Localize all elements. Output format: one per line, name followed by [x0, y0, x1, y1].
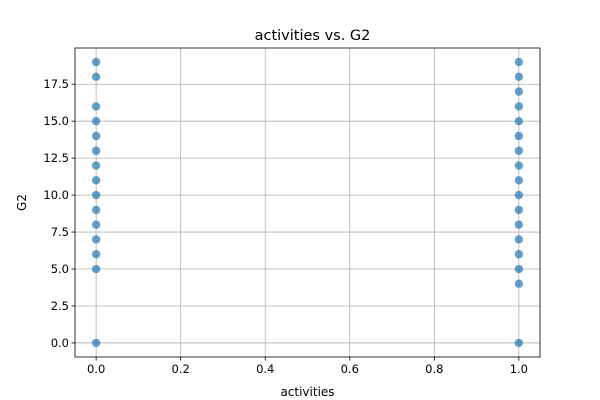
- y-tick-label: 15.0: [43, 114, 69, 128]
- data-point: [514, 264, 524, 274]
- grid: [75, 48, 540, 357]
- y-tick-label: 10.0: [43, 188, 69, 202]
- data-point: [91, 131, 101, 141]
- y-tick-label: 2.5: [51, 299, 69, 313]
- x-tick-label: 0.0: [87, 362, 105, 376]
- data-point: [514, 279, 524, 289]
- data-point: [91, 57, 101, 67]
- data-point: [91, 235, 101, 244]
- x-tick-label: 1.0: [510, 362, 528, 376]
- data-point: [514, 176, 524, 185]
- data-point: [514, 235, 524, 244]
- data-point: [91, 72, 101, 82]
- x-tick-label: 0.8: [425, 362, 443, 376]
- data-point: [514, 250, 524, 259]
- data-point: [91, 220, 101, 229]
- data-point: [91, 116, 101, 126]
- y-tick-label: 12.5: [43, 151, 69, 165]
- x-tick-label: 0.2: [172, 362, 190, 376]
- x-axis-ticks: 0.0 0.2 0.4 0.6 0.8 1.0: [87, 357, 528, 376]
- data-point: [514, 220, 524, 229]
- y-axis-ticks: 0.0 2.5 5.0 7.5 10.0 12.5 15.0 17.5: [43, 77, 75, 350]
- data-point: [91, 250, 101, 259]
- x-tick-label: 0.6: [341, 362, 359, 376]
- data-points: [91, 57, 524, 348]
- data-point: [514, 146, 524, 155]
- data-point: [514, 57, 524, 67]
- chart-title: activities vs. G2: [255, 28, 371, 44]
- data-point: [514, 205, 524, 215]
- data-point: [514, 338, 524, 348]
- data-point: [514, 161, 524, 170]
- y-tick-label: 5.0: [51, 262, 69, 276]
- plot-frame: [74, 47, 541, 358]
- x-tick-label: 0.4: [256, 362, 274, 376]
- data-point: [91, 190, 101, 200]
- data-point: [91, 338, 101, 348]
- data-point: [91, 146, 101, 155]
- y-tick-label: 17.5: [43, 77, 69, 91]
- data-point: [91, 102, 101, 111]
- x-axis-label: activities: [280, 385, 334, 399]
- y-tick-label: 7.5: [51, 225, 69, 239]
- y-axis-label: G2: [15, 194, 29, 211]
- data-point: [91, 176, 101, 185]
- data-point: [91, 205, 101, 215]
- data-point: [514, 190, 524, 200]
- data-point: [514, 131, 524, 141]
- y-tick-label: 0.0: [51, 336, 69, 350]
- data-point: [514, 116, 524, 126]
- data-point: [91, 161, 101, 170]
- data-point: [91, 264, 101, 274]
- data-point: [514, 102, 524, 111]
- data-point: [514, 72, 524, 82]
- data-point: [514, 87, 524, 96]
